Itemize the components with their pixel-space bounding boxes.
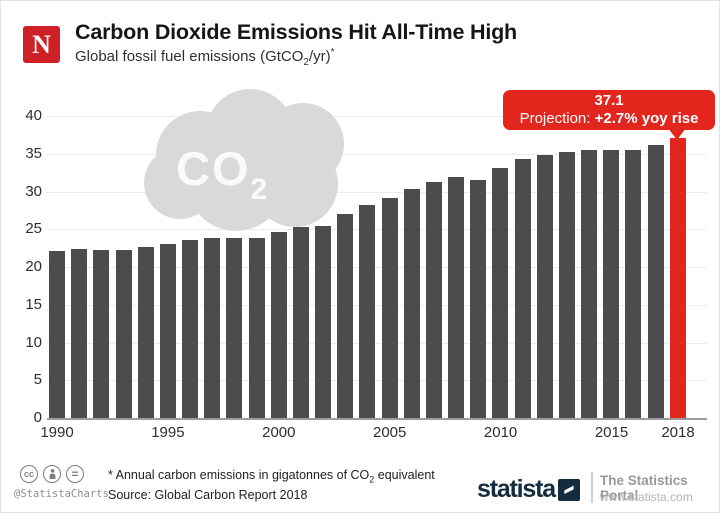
bar-2016 bbox=[625, 150, 642, 418]
bar-2002 bbox=[315, 225, 332, 418]
bar-2003 bbox=[337, 214, 354, 418]
statistics-portal-label: The Statistics Portal bbox=[600, 473, 688, 503]
subtitle-subscript: 2 bbox=[303, 57, 309, 68]
source-line: Source: Global Carbon Report 2018 bbox=[108, 488, 308, 502]
gridline-5 bbox=[47, 380, 707, 382]
chart-title: Carbon Dioxide Emissions Hit All-Time Hi… bbox=[75, 20, 517, 44]
bar-2007 bbox=[425, 182, 442, 418]
co2-cloud-watermark-icon: CO2 bbox=[144, 89, 349, 231]
bar-2013 bbox=[558, 151, 575, 418]
bar-2012 bbox=[536, 154, 553, 418]
bar-2004 bbox=[359, 205, 376, 418]
callout-pointer bbox=[668, 128, 686, 140]
x-axis-line bbox=[47, 418, 707, 420]
projection-callout: 37.1 Projection: +2.7% yoy rise bbox=[503, 90, 715, 130]
chart-subtitle: Global fossil fuel emissions (GtCO2/yr)* bbox=[75, 47, 335, 68]
x-tick-2010: 2010 bbox=[483, 424, 518, 441]
subtitle-asterisk: * bbox=[330, 47, 335, 58]
statista-url: www.statista.com bbox=[600, 490, 693, 504]
bar-2006 bbox=[403, 188, 420, 418]
bar-2005 bbox=[381, 197, 398, 418]
cc-icon: cc bbox=[20, 465, 38, 483]
footnote-subscript: 2 bbox=[369, 474, 375, 485]
y-tick-15: 15 bbox=[25, 295, 42, 313]
bar-1995 bbox=[159, 243, 176, 418]
bar-2001 bbox=[292, 227, 309, 418]
subtitle-text: Global fossil fuel emissions (GtCO bbox=[75, 48, 304, 65]
no-derivatives-icon: = bbox=[66, 465, 84, 483]
gridline-30 bbox=[47, 191, 707, 193]
bar-2008 bbox=[448, 177, 465, 418]
x-tick-1990: 1990 bbox=[40, 424, 74, 441]
statista-logo-icon bbox=[558, 479, 580, 501]
bar-1992 bbox=[93, 250, 110, 418]
footnote-text-end: equivalent bbox=[374, 468, 435, 482]
projection-label-bold: +2.7% yoy rise bbox=[594, 110, 699, 127]
newsweek-logo: N bbox=[23, 26, 60, 63]
y-tick-0: 0 bbox=[33, 409, 42, 426]
footer-divider bbox=[591, 472, 593, 503]
bar-1997 bbox=[204, 237, 221, 418]
gridline-25 bbox=[47, 229, 707, 231]
creative-commons-badges: cc = bbox=[20, 465, 84, 483]
x-tick-2018: 2018 bbox=[661, 424, 695, 441]
gridline-40 bbox=[47, 116, 707, 117]
bar-1996 bbox=[182, 239, 199, 418]
x-tick-2015: 2015 bbox=[594, 424, 629, 441]
y-tick-40: 40 bbox=[25, 107, 42, 124]
footnote-text: * Annual carbon emissions in gigatonnes … bbox=[108, 468, 370, 482]
attribution-person-icon bbox=[43, 465, 61, 483]
bar-2015 bbox=[603, 150, 620, 418]
gridline-20 bbox=[47, 267, 707, 268]
bar-2011 bbox=[514, 159, 531, 418]
x-tick-2005: 2005 bbox=[373, 424, 407, 441]
bar-1991 bbox=[71, 248, 88, 418]
y-tick-5: 5 bbox=[33, 371, 42, 389]
projection-label: Projection: +2.7% yoy rise bbox=[503, 110, 715, 127]
bar-2014 bbox=[581, 150, 598, 418]
footnote: * Annual carbon emissions in gigatonnes … bbox=[108, 468, 435, 485]
bar-1994 bbox=[137, 247, 154, 418]
gridline-10 bbox=[47, 342, 707, 344]
x-tick-2000: 2000 bbox=[262, 424, 296, 441]
x-tick-1995: 1995 bbox=[151, 424, 185, 441]
cloud-co2-text: CO2 bbox=[176, 142, 268, 206]
logo-letter: N bbox=[32, 29, 51, 59]
bar-series bbox=[49, 116, 686, 418]
bar-1993 bbox=[115, 250, 132, 418]
bar-2010 bbox=[492, 168, 509, 418]
gridline-35 bbox=[47, 153, 707, 155]
statista-charts-handle: @StatistaCharts bbox=[14, 488, 109, 500]
y-tick-20: 20 bbox=[25, 258, 42, 275]
bar-2017 bbox=[647, 144, 664, 418]
bar-2018 bbox=[669, 137, 686, 418]
cloud-puff bbox=[252, 141, 338, 227]
y-tick-30: 30 bbox=[25, 182, 42, 200]
y-tick-25: 25 bbox=[25, 220, 42, 238]
bar-2000 bbox=[270, 232, 287, 418]
bar-1998 bbox=[226, 238, 243, 418]
bar-2009 bbox=[470, 180, 487, 418]
y-tick-35: 35 bbox=[25, 144, 42, 162]
gridline-15 bbox=[47, 304, 707, 306]
bar-1990 bbox=[49, 251, 65, 418]
projection-value: 37.1 bbox=[594, 92, 624, 109]
subtitle-text-end: /yr) bbox=[308, 48, 331, 65]
statista-wordmark: statista bbox=[477, 475, 556, 503]
bar-1999 bbox=[248, 237, 265, 418]
y-tick-10: 10 bbox=[25, 333, 42, 351]
projection-label-prefix: Projection: bbox=[519, 110, 595, 127]
